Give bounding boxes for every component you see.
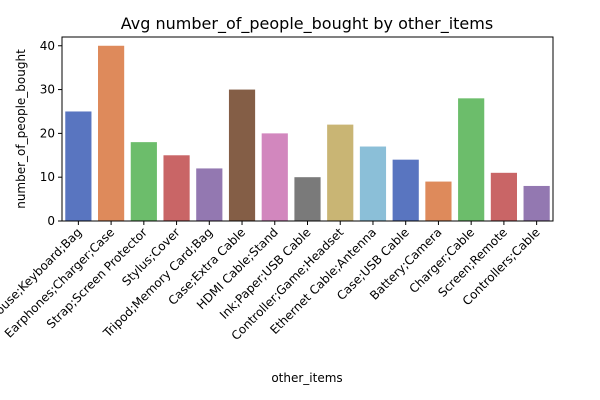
bar xyxy=(523,185,550,221)
y-tick-label: 20 xyxy=(40,126,55,140)
bar xyxy=(196,168,223,221)
y-tick-label: 0 xyxy=(47,214,55,228)
bar xyxy=(228,89,256,221)
bar xyxy=(98,45,125,222)
y-tick-label: 40 xyxy=(40,39,55,53)
x-axis-ticks: Mouse;Keyboard;BagEarphones;Charger;Case… xyxy=(0,221,543,343)
bar xyxy=(163,155,190,221)
bars xyxy=(65,45,550,222)
y-axis-label: number_of_people_bought xyxy=(14,49,28,209)
y-axis-ticks: 0 10 20 30 40 xyxy=(40,39,62,228)
bar xyxy=(359,146,387,221)
bar xyxy=(425,181,452,221)
y-tick-label: 30 xyxy=(40,83,55,97)
chart-title: Avg number_of_people_bought by other_ite… xyxy=(121,14,493,34)
bar xyxy=(327,124,354,221)
bar xyxy=(458,98,485,221)
bar xyxy=(65,111,92,221)
bar xyxy=(261,133,288,221)
y-tick-label: 10 xyxy=(40,170,55,184)
bar xyxy=(130,142,157,221)
x-axis-label: other_items xyxy=(271,371,342,385)
bar xyxy=(294,177,321,221)
bar xyxy=(490,172,517,221)
plot-frame xyxy=(61,36,554,222)
bar xyxy=(392,159,419,221)
